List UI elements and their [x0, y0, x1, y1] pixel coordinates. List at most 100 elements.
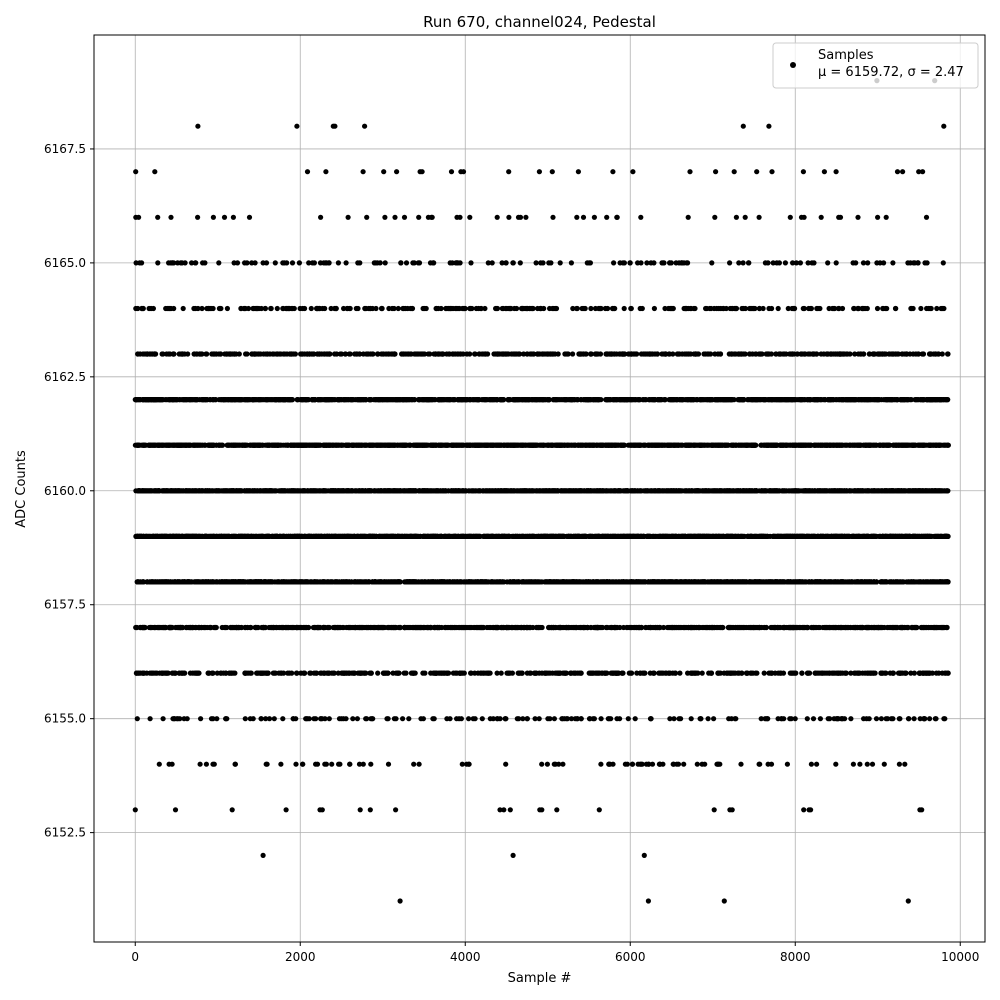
sample-point	[929, 533, 935, 540]
sample-point	[362, 624, 368, 631]
sample-point	[371, 624, 377, 631]
sample-point	[219, 624, 225, 631]
sample-point	[776, 533, 782, 540]
sample-point	[190, 670, 196, 676]
sample-point	[134, 716, 140, 722]
sample-point	[941, 716, 947, 722]
sample-point	[578, 716, 584, 722]
sample-point	[872, 624, 878, 631]
sample-point	[905, 716, 912, 722]
sample-point	[554, 670, 560, 676]
sample-point	[501, 807, 507, 813]
sample-point	[516, 533, 523, 540]
sample-point	[209, 579, 215, 585]
sample-point	[283, 624, 290, 631]
sample-point	[610, 761, 616, 767]
sample-point	[258, 716, 264, 722]
sample-point	[172, 807, 179, 813]
sample-point	[878, 716, 885, 722]
sample-point	[162, 624, 169, 631]
sample-point	[932, 716, 938, 722]
sample-point	[699, 761, 705, 767]
sample-point	[349, 579, 355, 585]
sample-point	[775, 716, 781, 722]
sample-point	[401, 670, 407, 676]
sample-point	[341, 624, 347, 631]
sample-point	[560, 670, 566, 676]
sample-point	[518, 670, 524, 676]
sample-point	[447, 533, 453, 540]
sample-point	[223, 670, 229, 676]
sample-point	[312, 579, 318, 585]
sample-point	[855, 670, 862, 676]
sample-point	[306, 533, 312, 540]
sample-point	[559, 579, 565, 585]
sample-point	[261, 624, 267, 631]
sample-point	[697, 716, 703, 722]
sample-point	[688, 716, 694, 722]
sample-point	[301, 670, 307, 676]
sample-point	[229, 807, 235, 813]
sample-point	[705, 716, 711, 722]
sample-point	[439, 579, 445, 585]
sample-point	[630, 533, 636, 540]
sample-point	[368, 761, 374, 767]
sample-point	[198, 716, 204, 722]
sample-point	[903, 670, 909, 676]
sample-point	[795, 533, 801, 540]
sample-point	[936, 670, 942, 676]
sample-point	[864, 716, 870, 722]
sample-point	[242, 716, 248, 722]
sample-point	[921, 716, 927, 722]
sample-point	[248, 533, 254, 540]
sample-point	[539, 761, 545, 767]
sample-point	[411, 761, 417, 767]
sample-point	[811, 533, 818, 540]
sample-point	[767, 533, 773, 540]
sample-point	[452, 533, 458, 540]
sample-point	[430, 716, 436, 722]
sample-point	[391, 716, 397, 722]
sample-point	[763, 716, 769, 722]
sample-point	[622, 761, 629, 767]
sample-point	[290, 716, 296, 722]
sample-point	[878, 670, 884, 676]
sample-point	[348, 533, 354, 540]
sample-point	[447, 624, 453, 631]
sample-point	[921, 624, 927, 631]
sample-point	[697, 579, 703, 585]
sample-point	[927, 716, 933, 722]
sample-point	[911, 716, 917, 722]
sample-point	[232, 624, 238, 631]
sample-point	[258, 670, 265, 676]
sample-point	[179, 670, 186, 676]
sample-point	[837, 533, 843, 540]
sample-point	[242, 670, 248, 676]
sample-point	[431, 624, 437, 631]
sample-point	[247, 624, 253, 631]
sample-point	[400, 716, 406, 722]
sample-point	[396, 533, 402, 540]
sample-point	[533, 533, 539, 540]
sample-point	[840, 670, 846, 676]
sample-point	[480, 670, 486, 676]
sample-point	[749, 624, 755, 631]
sample-point	[156, 761, 162, 767]
sample-point	[559, 716, 565, 722]
sample-point	[247, 716, 253, 722]
sample-point	[644, 533, 650, 540]
sample-point	[913, 624, 919, 631]
sample-point	[161, 533, 167, 540]
sample-point	[169, 761, 175, 767]
sample-point	[256, 533, 262, 540]
sample-point	[262, 579, 268, 585]
sample-point	[823, 624, 829, 631]
sample-point	[385, 670, 391, 676]
sample-point	[266, 716, 273, 722]
sample-point	[140, 624, 146, 631]
sample-point	[604, 579, 610, 585]
sample-point	[503, 716, 509, 722]
sample-point	[575, 533, 581, 540]
sample-point	[266, 533, 272, 540]
